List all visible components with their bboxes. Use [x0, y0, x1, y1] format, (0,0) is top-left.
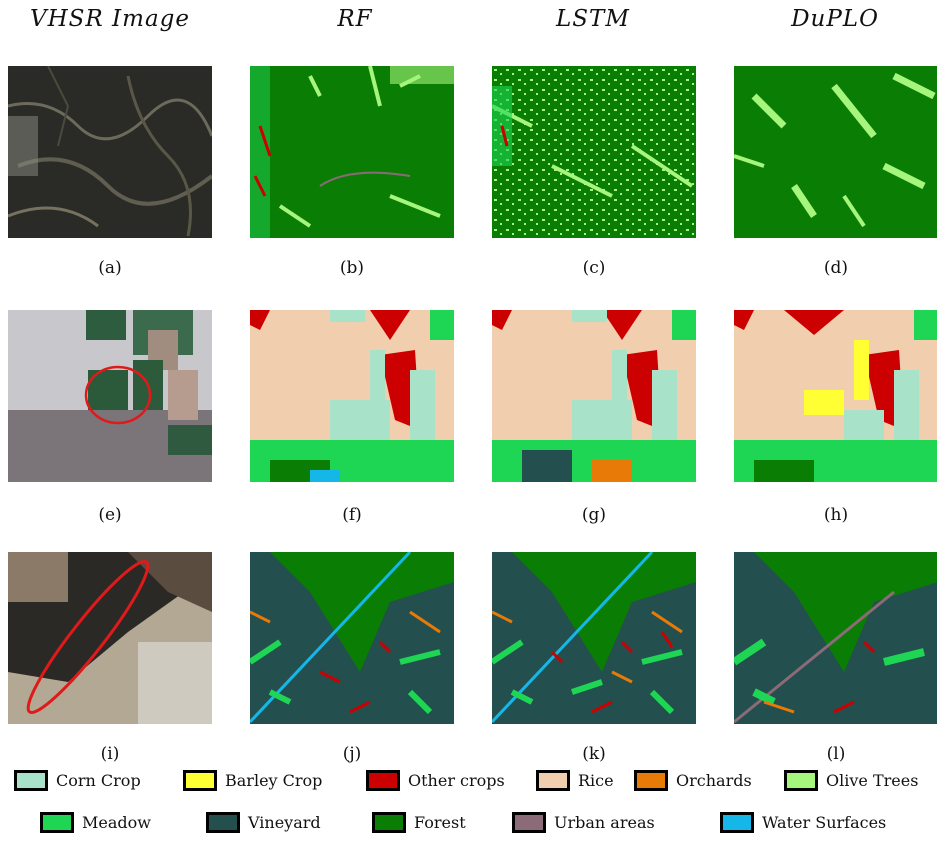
legend-item-orchards: Orchards	[634, 770, 752, 791]
map-l-duplo	[734, 552, 937, 724]
legend-swatch-rice	[536, 770, 570, 791]
map-f-rf	[250, 310, 454, 482]
caption-f: (f)	[342, 505, 362, 525]
image-a-vhsr	[8, 66, 212, 238]
legend-item-meadow: Meadow	[40, 812, 151, 833]
legend-label-olive: Olive Trees	[826, 771, 919, 790]
legend-label-orchards: Orchards	[676, 771, 752, 790]
caption-h: (h)	[823, 505, 849, 525]
legend-swatch-other	[366, 770, 400, 791]
caption-d: (d)	[823, 258, 849, 278]
caption-b: (b)	[339, 258, 365, 278]
caption-l: (l)	[826, 744, 846, 764]
caption-g: (g)	[581, 505, 607, 525]
map-c-lstm	[492, 66, 696, 238]
map-j-rf	[250, 552, 454, 724]
legend-label-other: Other crops	[408, 771, 505, 790]
legend-swatch-meadow	[40, 812, 74, 833]
legend-item-other: Other crops	[366, 770, 505, 791]
map-b-rf	[250, 66, 454, 238]
legend-label-rice: Rice	[578, 771, 614, 790]
legend-item-urban: Urban areas	[512, 812, 655, 833]
legend-label-barley: Barley Crop	[225, 771, 323, 790]
legend-item-rice: Rice	[536, 770, 614, 791]
legend-swatch-corn	[14, 770, 48, 791]
legend-label-vineyard: Vineyard	[248, 813, 321, 832]
legend-item-corn: Corn Crop	[14, 770, 141, 791]
caption-e: (e)	[98, 505, 122, 525]
map-d-duplo	[734, 66, 937, 238]
legend-swatch-olive	[784, 770, 818, 791]
legend-item-barley: Barley Crop	[183, 770, 322, 791]
legend-item-forest: Forest	[372, 812, 466, 833]
legend-swatch-urban	[512, 812, 546, 833]
legend-item-water: Water Surfaces	[720, 812, 886, 833]
legend-label-corn: Corn Crop	[56, 771, 141, 790]
column-title-lstm: LSTM	[556, 6, 630, 32]
caption-i: (i)	[100, 744, 120, 764]
legend-item-olive: Olive Trees	[784, 770, 918, 791]
legend-label-meadow: Meadow	[82, 813, 151, 832]
legend-swatch-vineyard	[206, 812, 240, 833]
caption-j: (j)	[342, 744, 362, 764]
legend-label-urban: Urban areas	[554, 813, 655, 832]
legend-swatch-orchards	[634, 770, 668, 791]
legend-item-vineyard: Vineyard	[206, 812, 321, 833]
caption-k: (k)	[582, 744, 606, 764]
legend-label-water: Water Surfaces	[762, 813, 887, 832]
map-k-lstm	[492, 552, 696, 724]
legend-swatch-forest	[372, 812, 406, 833]
image-i-vhsr	[8, 552, 212, 724]
image-e-vhsr	[8, 310, 212, 482]
legend-swatch-water	[720, 812, 754, 833]
column-title-vhsr: VHSR Image	[30, 6, 190, 32]
column-title-rf: RF	[337, 6, 373, 32]
legend-swatch-barley	[183, 770, 217, 791]
caption-c: (c)	[582, 258, 606, 278]
legend-label-forest: Forest	[414, 813, 466, 832]
column-title-duplo: DuPLO	[791, 6, 879, 32]
map-h-duplo	[734, 310, 937, 482]
caption-a: (a)	[98, 258, 122, 278]
map-g-lstm	[492, 310, 696, 482]
